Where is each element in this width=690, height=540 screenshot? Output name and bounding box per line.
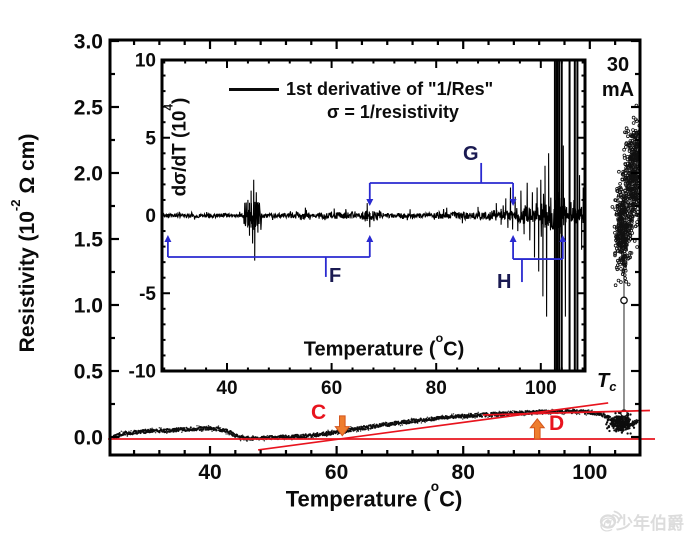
main-x-tick-label: 40 [198, 461, 221, 484]
main-y-axis-title: Resistivity (10-2 Ω cm) [8, 133, 40, 353]
main-y-axis-title-text: Resistivity (10 [16, 211, 39, 353]
main-y-tick-label: 1.5 [74, 229, 104, 252]
main-y-axis-title-post: Ω cm) [16, 133, 39, 200]
inset-legend: 1st derivative of "1/Res" [229, 79, 493, 100]
legend-label: 1st derivative of "1/Res" [286, 79, 494, 99]
inset-x-axis-title: Temperature (oC) [303, 331, 465, 362]
orange-marker-arrows [334, 415, 546, 440]
inset-y-tick-label: 5 [145, 128, 156, 149]
inset-y-tick-label: 10 [135, 51, 156, 72]
annotation-h-label: H [497, 271, 512, 293]
inset-x-tick-label: 80 [426, 378, 447, 399]
inset-x-axis-title-sup: o [435, 330, 444, 345]
annotation-d-label: D [549, 412, 565, 435]
inset-x-axis-title-text: Temperature ( [303, 338, 436, 361]
current-unit: mA [601, 79, 635, 101]
annotation-g-label: G [463, 143, 479, 165]
inset-y-axis-title-text: dσ/dT (10 [169, 110, 191, 197]
watermark-handle: @少年伯爵 [599, 514, 684, 533]
main-x-tick-label: 100 [572, 461, 607, 484]
inset-x-axis-title-post: C) [443, 338, 465, 361]
annotation-f-label: F [329, 265, 342, 287]
main-y-tick-label: 0.5 [74, 361, 104, 384]
main-y-tick-label: 2.5 [74, 97, 104, 120]
inset-brackets [164, 162, 567, 283]
main-y-tick-label: 0.0 [74, 427, 103, 450]
main-x-tick-label: 60 [325, 461, 348, 484]
tc-annotation: Tc [597, 370, 616, 394]
tc-subscript: c [609, 379, 617, 394]
watermark: @少年伯爵 [599, 509, 684, 534]
legend-subtext: σ = 1/resistivity [327, 102, 459, 122]
inset-y-tick-label: 0 [145, 206, 156, 227]
main-y-tick-label: 1.0 [74, 295, 103, 318]
main-x-axis-title-post: C) [439, 486, 463, 512]
main-y-tick-label: 3.0 [74, 31, 103, 54]
main-x-axis-title-text: Temperature ( [285, 486, 431, 512]
inset-y-tick-label: -10 [129, 362, 156, 383]
main-x-axis-title: Temperature (oC) [285, 479, 463, 512]
main-x-axis-title-sup: o [430, 479, 440, 495]
inset-y-axis-title-sup: 4 [162, 103, 176, 111]
inset-y-axis-title: dσ/dT (104) [162, 97, 191, 197]
current-value: 30 [606, 54, 630, 76]
inset-y-axis-title-post: ) [169, 97, 191, 104]
main-x-tick-label: 80 [452, 461, 475, 484]
legend-line-sample [229, 88, 279, 91]
red-guide-lines [108, 402, 656, 451]
inset-y-tick-label: -5 [139, 284, 156, 305]
current-annotation: 30 mA [595, 53, 641, 103]
main-y-axis-title-sup: -2 [7, 199, 23, 212]
weibo-eye-icon [600, 510, 624, 529]
main-y-tick-label: 2.0 [74, 163, 103, 186]
inset-x-tick-label: 40 [216, 378, 237, 399]
inset-x-tick-label: 100 [525, 378, 557, 399]
inset-x-tick-label: 60 [321, 378, 342, 399]
annotation-c-label: C [311, 401, 327, 424]
inset-derivative-chart: 40 60 80 100 10 5 0 -5 -10 [129, 51, 587, 399]
tc-symbol: T [597, 370, 610, 392]
